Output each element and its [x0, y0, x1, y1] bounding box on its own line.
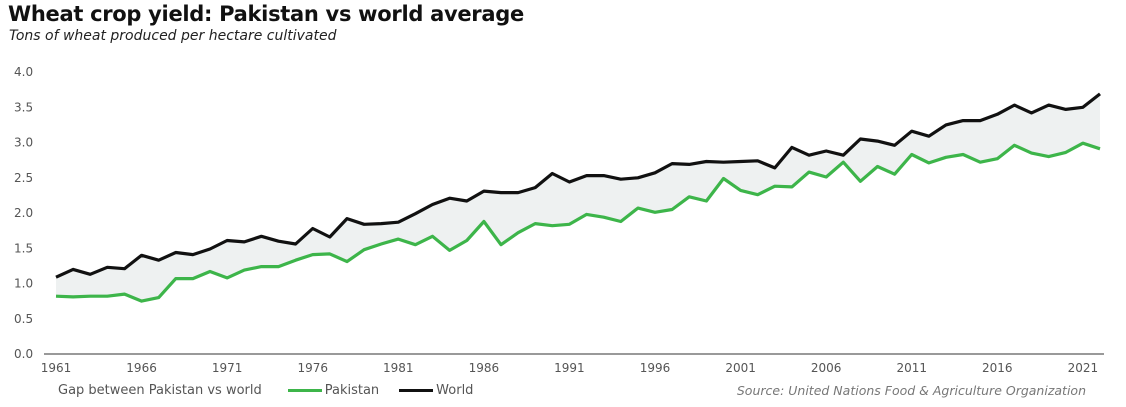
x-tick-label: 1961: [41, 361, 72, 375]
legend-item-world: World: [399, 383, 473, 398]
y-tick-label: 2.5: [14, 171, 33, 185]
x-tick-label: 1966: [126, 361, 157, 375]
y-tick-label: 2.0: [14, 206, 33, 220]
legend-item-pakistan: Pakistan: [287, 383, 380, 398]
x-tick-label: 1986: [469, 361, 500, 375]
x-tick-label: 1976: [297, 361, 328, 375]
legend-label-pakistan: Pakistan: [324, 383, 380, 398]
y-tick-label: 1.5: [14, 241, 33, 255]
y-tick-label: 4.0: [14, 65, 33, 79]
x-tick-label: 2001: [725, 361, 756, 375]
y-tick-label: 0.0: [14, 347, 33, 361]
chart-title: Wheat crop yield: Pakistan vs world aver…: [8, 2, 524, 26]
series-line-world: [55, 92, 1101, 279]
legend-gap-label: Gap between Pakistan vs world: [58, 383, 262, 398]
x-tick-label: 2016: [982, 361, 1013, 375]
x-tick-label: 2006: [811, 361, 842, 375]
y-tick-label: 3.0: [14, 136, 33, 150]
legend-swatch-pakistan: [287, 389, 322, 392]
gap-area: [56, 93, 1100, 302]
x-tick-label: 1981: [383, 361, 414, 375]
y-tick-label: 3.5: [14, 100, 33, 114]
legend-swatch-world: [399, 389, 434, 392]
x-tick-label: 1996: [640, 361, 671, 375]
source-note: Source: United Nations Food & Agricultur…: [736, 383, 1086, 398]
y-tick-label: 0.5: [14, 312, 33, 326]
x-tick-label: 2011: [896, 361, 927, 375]
legend: Gap between Pakistan vs world Pakistan W…: [58, 383, 493, 398]
legend-label-world: World: [436, 383, 474, 398]
x-tick-label: 1991: [554, 361, 585, 375]
chart-subtitle: Tons of wheat produced per hectare culti…: [9, 28, 337, 44]
series-line-pakistan: [55, 141, 1101, 303]
y-tick-label: 1.0: [14, 277, 33, 291]
x-tick-label: 2021: [1068, 361, 1099, 375]
x-tick-label: 1971: [212, 361, 243, 375]
